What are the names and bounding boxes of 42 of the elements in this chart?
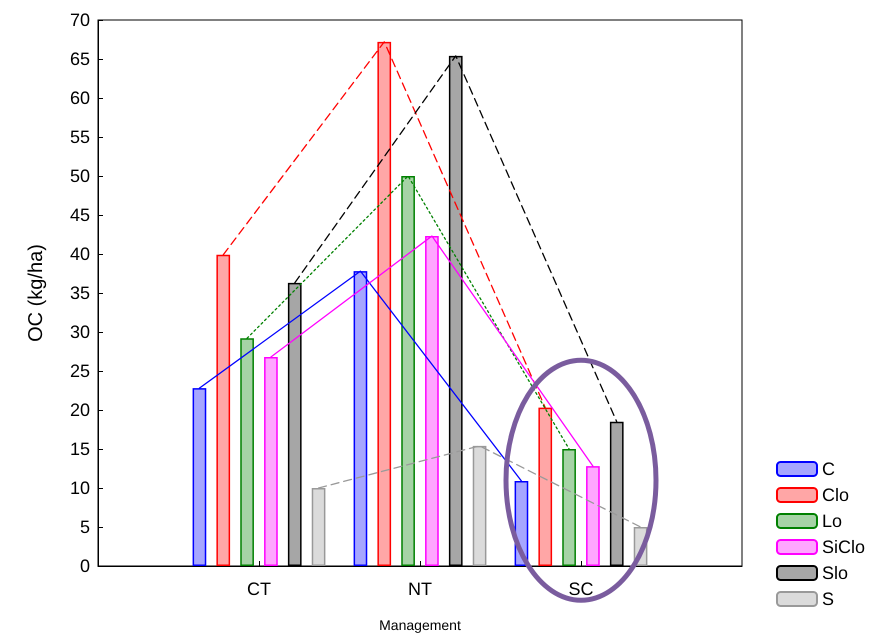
bar: [264, 356, 278, 566]
y-tick-label: 70: [70, 10, 90, 30]
bar: [216, 254, 230, 566]
legend-label: C: [822, 459, 835, 479]
y-tick-label: 10: [70, 478, 90, 498]
bar: [312, 488, 326, 566]
bar: [472, 446, 486, 566]
bar: [586, 466, 600, 566]
bar: [538, 408, 552, 566]
x-axis-title: Management: [379, 617, 461, 633]
legend-label: Slo: [822, 563, 848, 583]
legend-label: S: [822, 589, 834, 609]
y-tick-label: 35: [70, 283, 90, 303]
x-tick-label: CT: [247, 579, 271, 599]
bar: [192, 388, 206, 566]
bar: [401, 176, 415, 566]
y-tick-label: 0: [80, 556, 90, 576]
y-tick-label: 5: [80, 517, 90, 537]
y-tick-label: 55: [70, 127, 90, 147]
y-tick-label: 60: [70, 88, 90, 108]
y-tick-label: 45: [70, 205, 90, 225]
bar: [562, 449, 576, 566]
bar: [610, 422, 624, 566]
y-axis-title: OC (kg/ha): [25, 244, 47, 342]
x-tick-label: SC: [568, 579, 594, 599]
bar: [425, 236, 439, 566]
x-tick-label: NT: [408, 579, 432, 599]
legend-label: SiClo: [822, 537, 865, 557]
y-tick-label: 25: [70, 361, 90, 381]
legend-label: Clo: [822, 485, 849, 505]
legend-label: Lo: [822, 511, 842, 531]
y-tick-label: 20: [70, 400, 90, 420]
bar: [354, 271, 368, 566]
y-tick-label: 15: [70, 439, 90, 459]
bar: [448, 56, 463, 566]
y-tick-label: 50: [70, 166, 90, 186]
bar: [288, 282, 302, 566]
y-tick-label: 40: [70, 244, 90, 264]
bar: [240, 338, 254, 566]
y-tick-label: 30: [70, 322, 90, 342]
y-tick-label: 65: [70, 49, 90, 69]
bar: [377, 42, 392, 566]
